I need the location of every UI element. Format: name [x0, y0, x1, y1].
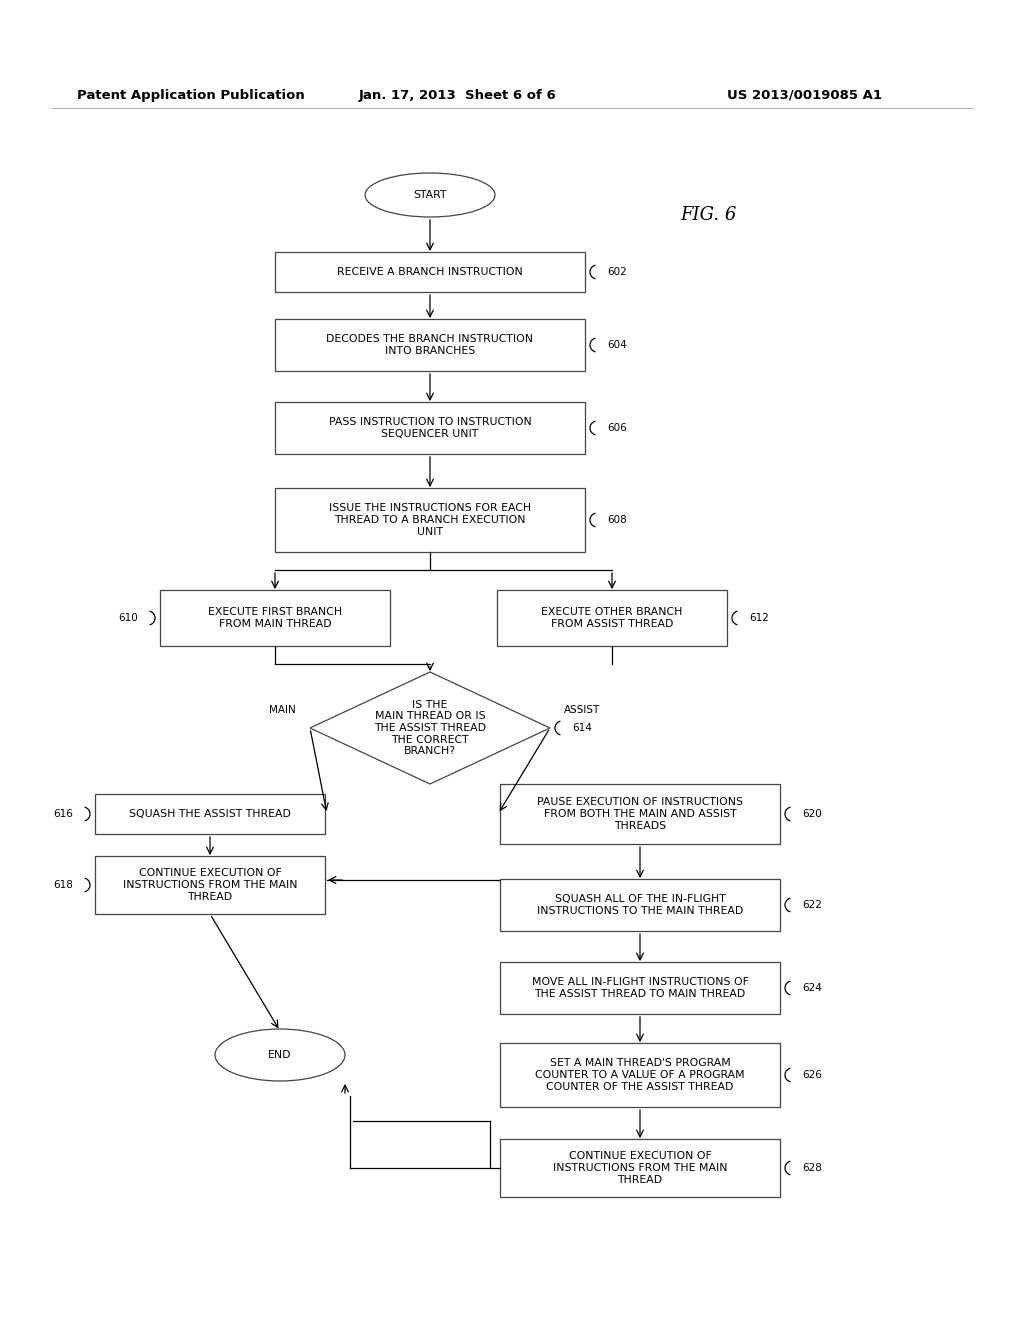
Text: Patent Application Publication: Patent Application Publication — [77, 88, 304, 102]
Text: MAIN: MAIN — [269, 705, 296, 715]
Text: EXECUTE FIRST BRANCH
FROM MAIN THREAD: EXECUTE FIRST BRANCH FROM MAIN THREAD — [208, 607, 342, 628]
Ellipse shape — [215, 1030, 345, 1081]
Text: 606: 606 — [607, 422, 627, 433]
Text: START: START — [414, 190, 446, 201]
Text: 612: 612 — [749, 612, 769, 623]
Text: 622: 622 — [802, 900, 822, 909]
Text: 604: 604 — [607, 341, 627, 350]
FancyBboxPatch shape — [275, 488, 585, 552]
Text: ASSIST: ASSIST — [564, 705, 600, 715]
Text: EXECUTE OTHER BRANCH
FROM ASSIST THREAD: EXECUTE OTHER BRANCH FROM ASSIST THREAD — [542, 607, 683, 628]
Text: 616: 616 — [53, 809, 73, 818]
Text: 626: 626 — [802, 1071, 822, 1080]
Text: PAUSE EXECUTION OF INSTRUCTIONS
FROM BOTH THE MAIN AND ASSIST
THREADS: PAUSE EXECUTION OF INSTRUCTIONS FROM BOT… — [537, 797, 743, 830]
FancyBboxPatch shape — [500, 1043, 780, 1107]
FancyBboxPatch shape — [500, 784, 780, 843]
FancyBboxPatch shape — [275, 252, 585, 292]
Ellipse shape — [365, 173, 495, 216]
FancyBboxPatch shape — [95, 855, 325, 913]
Text: 628: 628 — [802, 1163, 822, 1173]
Text: CONTINUE EXECUTION OF
INSTRUCTIONS FROM THE MAIN
THREAD: CONTINUE EXECUTION OF INSTRUCTIONS FROM … — [123, 869, 297, 902]
FancyBboxPatch shape — [497, 590, 727, 645]
Text: 614: 614 — [572, 723, 592, 733]
Text: DECODES THE BRANCH INSTRUCTION
INTO BRANCHES: DECODES THE BRANCH INSTRUCTION INTO BRAN… — [327, 334, 534, 356]
Text: END: END — [268, 1049, 292, 1060]
FancyBboxPatch shape — [500, 879, 780, 931]
FancyBboxPatch shape — [275, 319, 585, 371]
Text: IS THE
MAIN THREAD OR IS
THE ASSIST THREAD
THE CORRECT
BRANCH?: IS THE MAIN THREAD OR IS THE ASSIST THRE… — [374, 700, 486, 756]
Text: Jan. 17, 2013  Sheet 6 of 6: Jan. 17, 2013 Sheet 6 of 6 — [358, 88, 556, 102]
Text: 624: 624 — [802, 983, 822, 993]
FancyBboxPatch shape — [95, 795, 325, 834]
FancyBboxPatch shape — [160, 590, 390, 645]
Text: SQUASH THE ASSIST THREAD: SQUASH THE ASSIST THREAD — [129, 809, 291, 818]
Text: US 2013/0019085 A1: US 2013/0019085 A1 — [727, 88, 882, 102]
Text: 618: 618 — [53, 880, 73, 890]
Text: MOVE ALL IN-FLIGHT INSTRUCTIONS OF
THE ASSIST THREAD TO MAIN THREAD: MOVE ALL IN-FLIGHT INSTRUCTIONS OF THE A… — [531, 977, 749, 999]
FancyBboxPatch shape — [500, 1139, 780, 1197]
Text: 608: 608 — [607, 515, 627, 525]
FancyBboxPatch shape — [275, 403, 585, 454]
Text: FIG. 6: FIG. 6 — [680, 206, 736, 224]
Text: ISSUE THE INSTRUCTIONS FOR EACH
THREAD TO A BRANCH EXECUTION
UNIT: ISSUE THE INSTRUCTIONS FOR EACH THREAD T… — [329, 503, 531, 537]
Polygon shape — [310, 672, 550, 784]
Text: CONTINUE EXECUTION OF
INSTRUCTIONS FROM THE MAIN
THREAD: CONTINUE EXECUTION OF INSTRUCTIONS FROM … — [553, 1151, 727, 1184]
Text: 602: 602 — [607, 267, 627, 277]
Text: 610: 610 — [118, 612, 138, 623]
Text: SET A MAIN THREAD'S PROGRAM
COUNTER TO A VALUE OF A PROGRAM
COUNTER OF THE ASSIS: SET A MAIN THREAD'S PROGRAM COUNTER TO A… — [536, 1059, 744, 1092]
Text: SQUASH ALL OF THE IN-FLIGHT
INSTRUCTIONS TO THE MAIN THREAD: SQUASH ALL OF THE IN-FLIGHT INSTRUCTIONS… — [537, 894, 743, 916]
Text: PASS INSTRUCTION TO INSTRUCTION
SEQUENCER UNIT: PASS INSTRUCTION TO INSTRUCTION SEQUENCE… — [329, 417, 531, 438]
FancyBboxPatch shape — [500, 962, 780, 1014]
Text: 620: 620 — [802, 809, 821, 818]
Text: RECEIVE A BRANCH INSTRUCTION: RECEIVE A BRANCH INSTRUCTION — [337, 267, 523, 277]
